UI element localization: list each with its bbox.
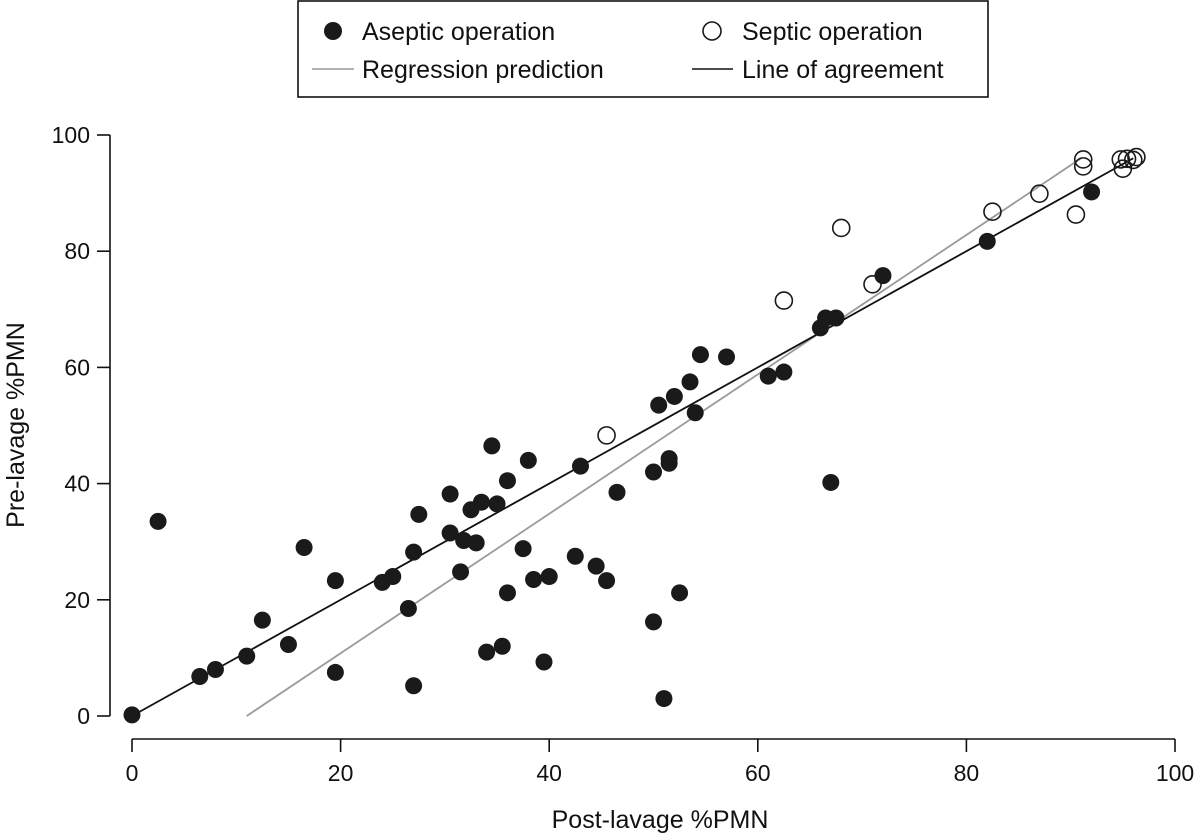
y-tick-label: 0 xyxy=(77,703,90,729)
septic-operation-point xyxy=(1111,150,1131,169)
x-tick-label: 60 xyxy=(745,760,771,786)
aseptic-operation-point xyxy=(326,572,344,590)
aseptic-operation-point xyxy=(295,539,313,557)
y-tick-label: 80 xyxy=(64,238,90,264)
legend-septic-marker xyxy=(702,21,722,41)
aseptic-operation-point xyxy=(191,667,209,685)
aseptic-operation-point xyxy=(498,584,516,602)
legend: Aseptic operation Septic operation Regre… xyxy=(297,0,989,98)
aseptic-operation-point xyxy=(525,570,543,588)
aseptic-operation-point xyxy=(535,653,553,671)
axes: 0 20 40 60 80 100 0 20 40 60 80 100 Post-lavage %P… xyxy=(2,122,1194,834)
x-tick-label: 40 xyxy=(536,760,562,786)
aseptic-operation-point xyxy=(645,463,662,481)
aseptic-operation-point xyxy=(405,543,423,561)
aseptic-operation-point xyxy=(405,677,423,695)
legend-septic-label: Septic operation xyxy=(742,18,923,46)
aseptic-operation-point xyxy=(478,643,496,661)
aseptic-operation-point xyxy=(238,647,256,665)
data-points xyxy=(123,147,1146,724)
aseptic-operation-point xyxy=(874,267,892,285)
aseptic-operation-point xyxy=(467,534,485,552)
y-tick-label: 100 xyxy=(52,122,90,148)
aseptic-operation-point xyxy=(483,437,501,455)
septic-operation-point xyxy=(597,426,616,445)
aseptic-operation-point xyxy=(608,483,626,501)
aseptic-operation-point xyxy=(410,505,428,523)
septic-operation-point xyxy=(774,291,794,310)
septic-operation-point xyxy=(1117,149,1137,169)
legend-aseptic-label: Aseptic operation xyxy=(362,18,555,46)
legend-regression-label: Regression prediction xyxy=(362,56,604,84)
aseptic-operation-point xyxy=(488,495,506,513)
septic-operation-point xyxy=(1127,147,1146,167)
aseptic-operation-point xyxy=(587,557,605,575)
series-lines xyxy=(131,157,1134,717)
aseptic-operation-point xyxy=(441,524,459,542)
legend-agreement-label: Line of agreement xyxy=(742,56,944,84)
aseptic-operation-point xyxy=(681,373,699,391)
aseptic-operation-point xyxy=(775,363,793,381)
aseptic-operation-point xyxy=(472,493,490,511)
aseptic-operation-point xyxy=(279,636,297,654)
aseptic-operation-point xyxy=(441,485,459,503)
aseptic-operation-point xyxy=(399,600,417,618)
x-axis-title: Post-lavage %PMN xyxy=(552,806,769,834)
aseptic-operation-point xyxy=(493,637,511,655)
aseptic-operation-point xyxy=(253,611,271,629)
aseptic-operation-point xyxy=(1083,183,1101,201)
aseptic-operation-point xyxy=(665,387,683,405)
y-tick-label: 60 xyxy=(64,354,90,380)
aseptic-operation-point xyxy=(759,367,777,385)
aseptic-operation-point xyxy=(123,706,141,724)
aseptic-operation-point xyxy=(645,613,662,631)
y-tick-label: 20 xyxy=(64,587,90,613)
x-tick-label: 0 xyxy=(126,760,139,786)
aseptic-operation-point xyxy=(978,232,996,250)
x-ticks: 0 20 40 60 80 100 xyxy=(126,739,1194,786)
aseptic-operation-point xyxy=(686,404,704,422)
aseptic-operation-point xyxy=(660,450,678,468)
septic-operation-point xyxy=(1066,205,1086,224)
aseptic-operation-point xyxy=(822,473,840,491)
septic-operation-point xyxy=(1073,157,1093,176)
legend-aseptic-marker xyxy=(324,22,342,40)
septic-operation-point xyxy=(831,218,851,238)
septic-operation-point xyxy=(863,275,882,294)
septic-operation-point xyxy=(1123,150,1143,170)
aseptic-operation-point xyxy=(452,563,470,581)
aseptic-operation-point xyxy=(514,540,532,558)
aseptic-operation-point xyxy=(571,457,589,475)
septic-operation-point xyxy=(1030,184,1049,203)
regression-prediction-line xyxy=(246,157,1082,717)
aseptic-operation-point xyxy=(498,472,516,490)
aseptic-operation-point xyxy=(598,572,616,590)
y-ticks: 0 20 40 60 80 100 xyxy=(52,122,110,729)
aseptic-operation-point xyxy=(650,396,668,414)
aseptic-operation-point xyxy=(718,348,736,366)
y-tick-label: 40 xyxy=(64,471,90,497)
aseptic-operation-point xyxy=(519,451,537,469)
aseptic-operation-point xyxy=(827,309,845,327)
aseptic-operation-point xyxy=(655,690,673,708)
aseptic-operation-point xyxy=(540,568,558,586)
aseptic-operation-point xyxy=(691,346,709,364)
y-axis-title: Pre-lavage %PMN xyxy=(2,322,30,528)
x-tick-label: 80 xyxy=(954,760,980,786)
x-tick-label: 100 xyxy=(1156,760,1194,786)
x-tick-label: 20 xyxy=(328,760,354,786)
aseptic-operation-point xyxy=(149,512,167,530)
aseptic-operation-point xyxy=(671,584,689,602)
septic-operation-point xyxy=(983,202,1002,221)
aseptic-operation-point xyxy=(566,547,584,565)
line-of-agreement-line xyxy=(131,157,1134,717)
legend-box xyxy=(297,0,989,98)
aseptic-operation-point xyxy=(206,661,224,679)
aseptic-operation-point xyxy=(384,568,402,586)
septic-operation-point xyxy=(1073,150,1093,169)
aseptic-operation-point xyxy=(326,663,344,681)
